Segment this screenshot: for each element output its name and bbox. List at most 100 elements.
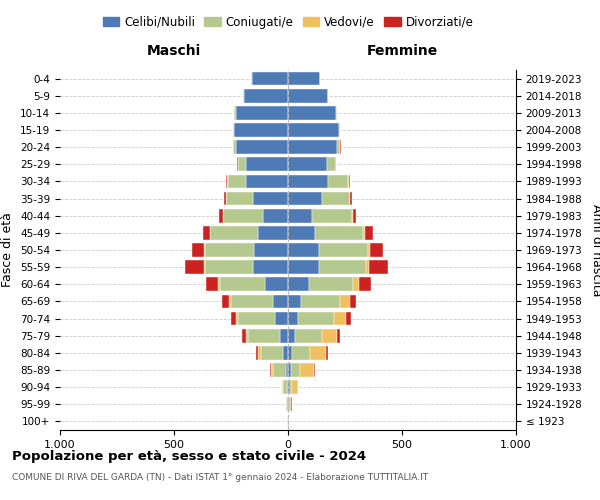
Bar xyxy=(204,243,205,257)
Bar xyxy=(224,192,226,205)
Bar xyxy=(334,312,346,326)
Bar xyxy=(280,329,288,342)
Bar xyxy=(350,192,352,205)
Bar xyxy=(226,174,227,188)
Bar xyxy=(337,329,340,342)
Bar xyxy=(288,72,320,86)
Bar xyxy=(233,140,236,154)
Bar xyxy=(203,260,205,274)
Bar xyxy=(251,72,288,86)
Bar xyxy=(322,329,337,342)
Bar xyxy=(259,226,288,239)
Bar xyxy=(288,192,322,205)
Bar xyxy=(233,123,235,137)
Bar xyxy=(253,260,288,274)
Bar xyxy=(291,363,300,377)
Bar xyxy=(312,209,352,222)
Bar xyxy=(238,158,246,171)
Bar xyxy=(350,294,356,308)
Bar xyxy=(322,192,350,205)
Bar xyxy=(300,363,314,377)
Bar xyxy=(365,260,369,274)
Bar xyxy=(295,329,322,342)
Bar xyxy=(253,192,288,205)
Bar xyxy=(275,312,288,326)
Bar xyxy=(288,174,328,188)
Bar xyxy=(292,346,310,360)
Bar xyxy=(283,380,287,394)
Bar xyxy=(287,380,288,394)
Bar xyxy=(288,209,312,222)
Bar xyxy=(206,278,218,291)
Legend: Celibi/Nubili, Coniugati/e, Vedovi/e, Divorziati/e: Celibi/Nubili, Coniugati/e, Vedovi/e, Di… xyxy=(98,11,478,34)
Bar xyxy=(310,346,326,360)
Bar xyxy=(227,174,246,188)
Bar xyxy=(248,329,280,342)
Bar xyxy=(229,294,231,308)
Bar xyxy=(292,380,298,394)
Bar xyxy=(288,312,298,326)
Bar xyxy=(286,398,287,411)
Bar xyxy=(370,243,383,257)
Bar xyxy=(243,89,244,102)
Bar xyxy=(336,106,337,120)
Bar xyxy=(235,106,236,120)
Bar xyxy=(231,294,273,308)
Text: Popolazione per età, sesso e stato civile - 2024: Popolazione per età, sesso e stato civil… xyxy=(12,450,366,463)
Bar xyxy=(288,398,289,411)
Bar xyxy=(273,294,288,308)
Bar xyxy=(260,346,283,360)
Bar xyxy=(328,174,349,188)
Bar xyxy=(327,158,336,171)
Bar xyxy=(326,346,328,360)
Bar xyxy=(244,89,288,102)
Bar xyxy=(222,294,229,308)
Bar xyxy=(271,363,273,377)
Bar xyxy=(246,174,288,188)
Bar xyxy=(256,346,259,360)
Bar xyxy=(290,380,292,394)
Bar xyxy=(226,192,253,205)
Bar xyxy=(349,174,350,188)
Bar xyxy=(193,243,204,257)
Bar xyxy=(352,209,353,222)
Bar xyxy=(288,260,319,274)
Bar xyxy=(316,226,363,239)
Bar xyxy=(205,243,254,257)
Bar xyxy=(288,106,336,120)
Bar xyxy=(220,278,265,291)
Bar xyxy=(236,106,288,120)
Bar xyxy=(210,226,211,239)
Bar xyxy=(254,243,288,257)
Bar xyxy=(288,329,295,342)
Bar xyxy=(270,363,271,377)
Bar xyxy=(287,398,288,411)
Bar xyxy=(353,278,359,291)
Bar xyxy=(288,158,327,171)
Bar xyxy=(288,346,292,360)
Bar xyxy=(235,123,288,137)
Bar xyxy=(337,140,340,154)
Text: Femmine: Femmine xyxy=(367,44,437,58)
Bar xyxy=(288,380,290,394)
Bar xyxy=(236,312,238,326)
Text: Maschi: Maschi xyxy=(147,44,201,58)
Bar xyxy=(223,209,263,222)
Bar xyxy=(288,226,316,239)
Bar xyxy=(346,312,350,326)
Bar xyxy=(319,243,368,257)
Bar xyxy=(273,363,286,377)
Bar xyxy=(368,243,370,257)
Bar xyxy=(288,294,301,308)
Bar xyxy=(265,278,288,291)
Bar xyxy=(236,140,288,154)
Bar xyxy=(231,312,236,326)
Bar xyxy=(308,278,353,291)
Bar xyxy=(298,312,334,326)
Bar xyxy=(319,260,365,274)
Bar xyxy=(259,346,260,360)
Bar xyxy=(288,363,291,377)
Bar xyxy=(185,260,203,274)
Bar xyxy=(242,329,246,342)
Y-axis label: Fasce di età: Fasce di età xyxy=(1,212,14,288)
